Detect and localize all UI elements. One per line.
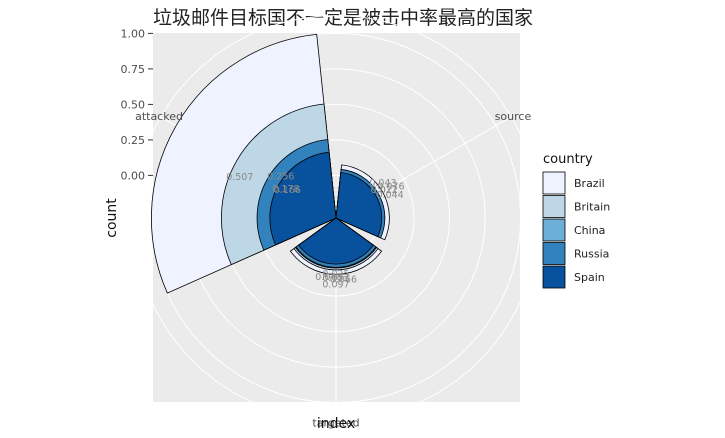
y-axis-ticks: 0.00 0.25 0.50 0.75 1.00 [121,27,153,182]
value-label-britain-attacked: 0.507 [226,172,253,183]
y-axis-title: count [104,198,120,238]
legend-label-britain: Britain [574,201,610,214]
value-label-britain-source: 0.043 [369,178,396,189]
chart-title: 垃圾邮件目标国不一定是被击中率最高的国家 [153,7,533,29]
legend-label-china: China [574,224,605,237]
value-label-russia-targeted: 0.048 [315,272,342,283]
wedge-spain-source [335,172,383,238]
value-label-britain-targeted: 0.066 [330,275,357,286]
legend-key-china [542,218,566,242]
legend-key-spain [542,265,566,289]
legend-label-spain: Spain [574,271,605,284]
legend-key-brazil [542,171,566,195]
legend-items: Brazil Britain China Russia Spain [542,171,610,289]
legend-title: country [543,152,593,167]
value-label-russia-attacked: 0.256 [267,172,294,183]
legend: country Brazil Britain China Russia Spain [542,152,610,289]
category-label-attacked: attacked [135,110,183,123]
value-label-spain-source: 0.022 [371,185,398,196]
wedge-spain-targeted [298,217,374,265]
legend-label-russia: Russia [574,248,609,261]
value-label-brazil-targeted: 0.097 [322,279,349,290]
y-tick-label-2: 0.50 [121,98,146,111]
bar-wedges [151,33,390,294]
value-label-china-source: 0.022 [371,185,398,196]
value-label-china-attacked: 0.178 [272,184,299,195]
legend-key-russia [542,242,566,265]
value-label-spain-targeted: 0.025 [322,269,349,280]
category-label-source: source [495,110,532,123]
legend-key-britain [542,195,566,218]
y-tick-label-1: 0.25 [121,134,146,147]
value-label-china-targeted: 0.053 [322,273,349,284]
category-labels: source targeted attacked [135,110,531,430]
y-tick-label-4: 1.00 [121,27,146,40]
value-labels: 0.0760.0430.0220.0440.0220.0970.0660.053… [226,172,404,291]
value-label-russia-source: 0.044 [377,190,404,201]
y-tick-label-3: 0.75 [121,63,146,76]
wedge-spain-attacked [269,151,337,246]
legend-label-brazil: Brazil [574,177,605,190]
value-label-brazil-source: 0.076 [377,181,404,192]
value-label-spain-attacked: 0.166 [274,185,301,196]
y-tick-label-0: 0.00 [121,169,146,182]
category-label-targeted: targeted [312,416,359,429]
x-axis-title: index [317,416,355,432]
